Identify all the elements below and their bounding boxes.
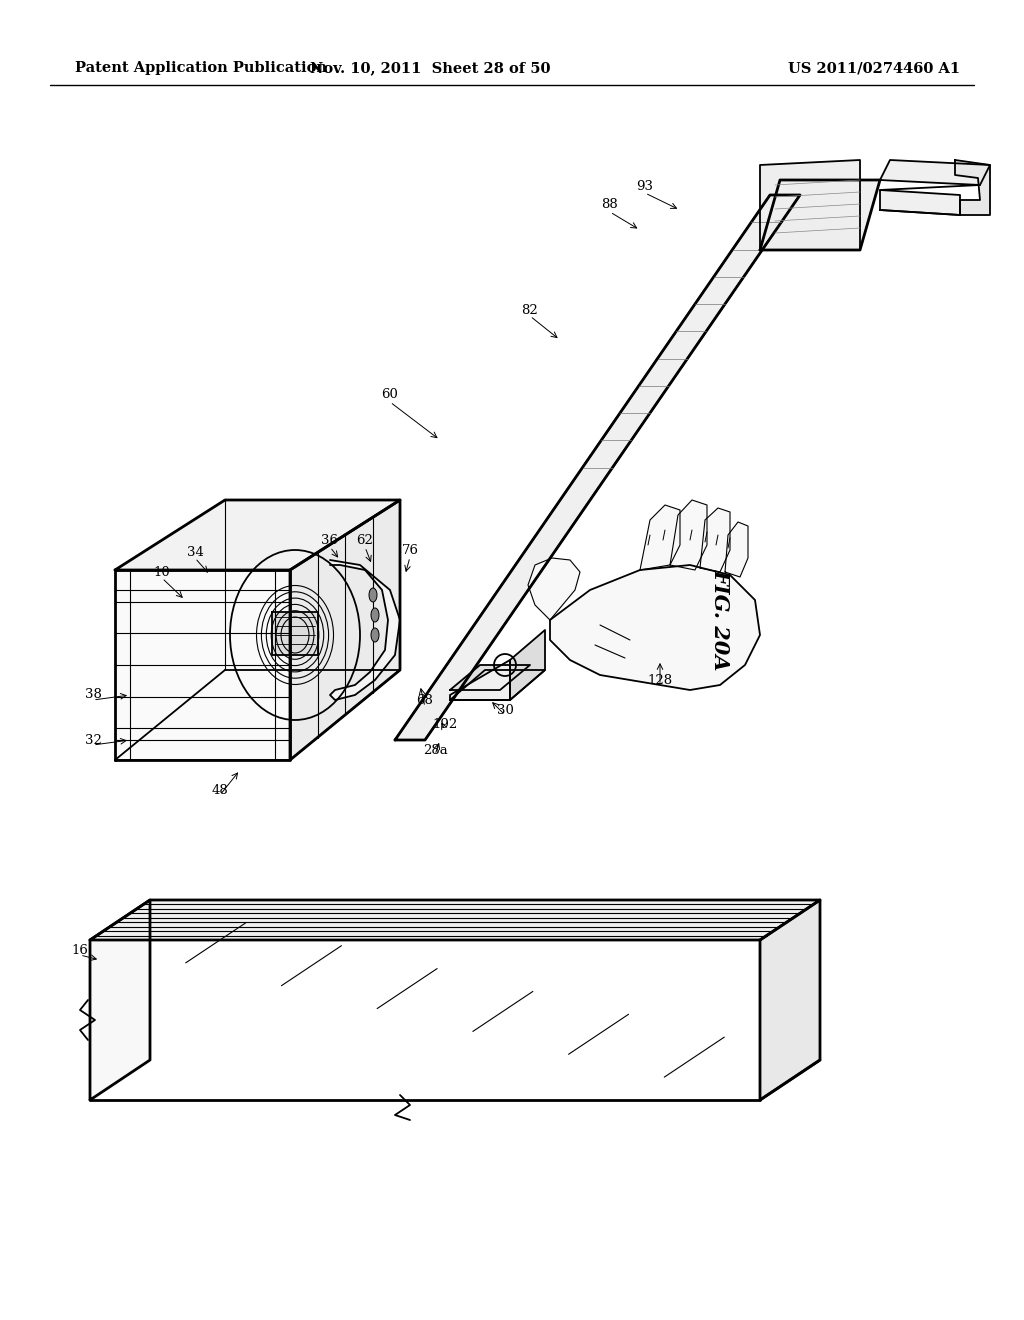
Polygon shape <box>528 558 580 620</box>
Polygon shape <box>330 560 400 700</box>
Text: 10: 10 <box>154 565 170 578</box>
Polygon shape <box>640 506 680 570</box>
Polygon shape <box>510 630 545 700</box>
Text: 32: 32 <box>85 734 101 747</box>
Text: 34: 34 <box>186 545 204 558</box>
Polygon shape <box>395 195 800 741</box>
Polygon shape <box>760 180 880 249</box>
Polygon shape <box>880 160 990 185</box>
Text: FIG. 20A: FIG. 20A <box>710 569 730 671</box>
Polygon shape <box>700 508 730 572</box>
Polygon shape <box>115 500 400 570</box>
Polygon shape <box>550 565 760 690</box>
Polygon shape <box>450 671 545 700</box>
Polygon shape <box>90 900 150 1100</box>
Polygon shape <box>760 900 820 1100</box>
Text: 68: 68 <box>417 693 433 706</box>
Polygon shape <box>90 900 820 940</box>
Text: 62: 62 <box>356 533 374 546</box>
Text: Patent Application Publication: Patent Application Publication <box>75 61 327 75</box>
Polygon shape <box>725 521 748 577</box>
Polygon shape <box>955 160 990 215</box>
Text: 76: 76 <box>401 544 419 557</box>
Polygon shape <box>115 570 290 760</box>
Polygon shape <box>450 660 510 700</box>
Text: 192: 192 <box>432 718 458 731</box>
Text: 60: 60 <box>382 388 398 401</box>
Polygon shape <box>272 612 318 655</box>
Polygon shape <box>450 665 530 690</box>
Text: 28a: 28a <box>423 743 447 756</box>
Ellipse shape <box>371 628 379 642</box>
Text: 48: 48 <box>212 784 228 796</box>
Text: 93: 93 <box>637 181 653 194</box>
Text: US 2011/0274460 A1: US 2011/0274460 A1 <box>787 61 961 75</box>
Polygon shape <box>760 160 860 249</box>
Ellipse shape <box>369 587 377 602</box>
Text: 36: 36 <box>322 533 339 546</box>
Polygon shape <box>880 190 961 215</box>
Text: 82: 82 <box>521 304 539 317</box>
Polygon shape <box>670 500 707 570</box>
Text: 38: 38 <box>85 689 101 701</box>
Text: Nov. 10, 2011  Sheet 28 of 50: Nov. 10, 2011 Sheet 28 of 50 <box>309 61 550 75</box>
Ellipse shape <box>371 609 379 622</box>
Text: 88: 88 <box>602 198 618 211</box>
Text: 16: 16 <box>72 944 88 957</box>
Text: 30: 30 <box>497 704 513 717</box>
Polygon shape <box>290 500 400 760</box>
Text: 128: 128 <box>647 673 673 686</box>
